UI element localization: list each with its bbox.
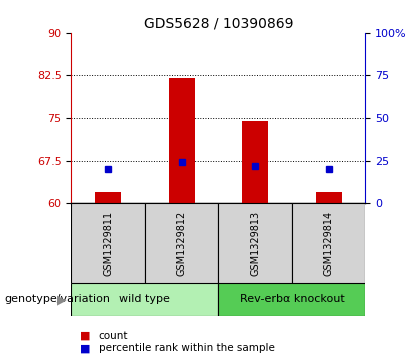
Bar xyxy=(71,203,145,283)
Bar xyxy=(242,121,268,203)
Text: GSM1329813: GSM1329813 xyxy=(250,211,260,276)
Bar xyxy=(218,203,292,283)
Bar xyxy=(71,283,218,316)
Text: GSM1329814: GSM1329814 xyxy=(324,211,333,276)
Bar xyxy=(145,203,218,283)
Text: ■: ■ xyxy=(80,343,90,354)
Text: GSM1329812: GSM1329812 xyxy=(177,211,186,276)
Bar xyxy=(316,192,341,203)
Bar xyxy=(292,203,365,283)
Bar xyxy=(169,78,194,203)
Text: ▶: ▶ xyxy=(58,293,67,306)
Text: Rev-erbα knockout: Rev-erbα knockout xyxy=(239,294,344,305)
Text: ■: ■ xyxy=(80,331,90,341)
Text: GSM1329811: GSM1329811 xyxy=(103,211,113,276)
Title: GDS5628 / 10390869: GDS5628 / 10390869 xyxy=(144,16,293,30)
Bar xyxy=(95,192,121,203)
Bar xyxy=(218,283,365,316)
Text: percentile rank within the sample: percentile rank within the sample xyxy=(99,343,275,354)
Text: count: count xyxy=(99,331,128,341)
Text: genotype/variation: genotype/variation xyxy=(4,294,110,305)
Text: wild type: wild type xyxy=(119,294,171,305)
